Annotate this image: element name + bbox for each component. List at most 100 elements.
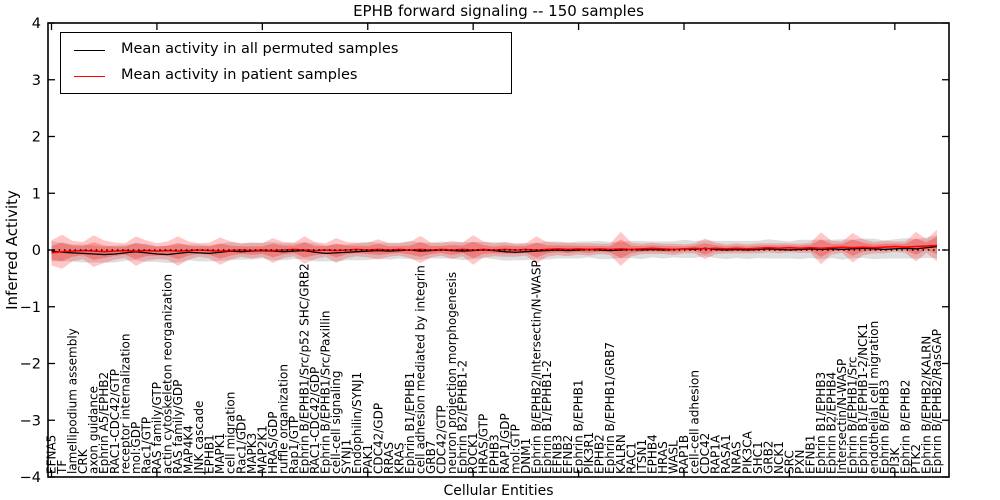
legend-entry-permuted: Mean activity in all permuted samples <box>61 41 511 58</box>
x-tick-label: Ephrin B/EPHB2 <box>898 380 912 474</box>
x-tick-label: Ephrin B/EPHB3 <box>877 380 891 474</box>
x-tick-label: TF <box>55 460 69 475</box>
x-tick-label: SHC1 <box>751 441 765 474</box>
x-tick-label: Ephrin B/EPHB1 <box>572 380 586 474</box>
x-tick-label: NCK1 <box>772 441 786 474</box>
x-tick-label: PXN <box>793 450 807 474</box>
x-tick-label: Ephrin B/EPHB1/Src <box>846 357 860 474</box>
x-tick-label: DNM1 <box>519 438 533 474</box>
x-tick-label: lamellipodium assembly <box>66 328 80 474</box>
x-tick-label: cell-cell signaling <box>329 371 343 475</box>
legend-label: Mean activity in all permuted samples <box>121 41 399 58</box>
x-tick-label: axon guidance <box>87 386 101 474</box>
y-axis-label: Inferred Activity <box>3 190 21 310</box>
x-axis-label: Cellular Entities <box>443 483 554 499</box>
x-tick-label: Ephrin B2/EPHB4 <box>825 372 839 474</box>
x-tick-label: Ephrin B/EPHB1/GRB7 <box>603 342 617 474</box>
x-tick-label: EFNA5 <box>45 435 59 474</box>
x-tick-label: CDC42 <box>698 433 712 474</box>
x-tick-label: ruffle organization <box>276 364 290 474</box>
patient-band-outer <box>51 229 937 269</box>
x-tick-label: Ephrin A5/EPHB2 <box>97 372 111 474</box>
x-tick-label: PAK1 <box>361 444 375 474</box>
x-tick-label: cell migration <box>224 392 238 474</box>
x-tick-label: CRK <box>76 448 90 474</box>
x-tick-label: KALRN <box>614 434 628 474</box>
x-tick-label: RAP1B <box>677 435 691 474</box>
x-tick-label: GRB7 <box>424 440 438 474</box>
x-tick-label: mol:GDP <box>129 422 143 474</box>
patient-band-inner <box>51 236 937 262</box>
x-tick-label: WASL <box>666 440 680 474</box>
x-tick-label: ITSN1 <box>635 439 649 474</box>
y-tick-label: 2 <box>32 130 41 146</box>
black-line-icon <box>74 49 105 51</box>
x-tick-label: EPHB4 <box>645 434 659 474</box>
x-tick-label: RAP1/GDP <box>498 413 512 474</box>
x-tick-label: HRAS/GDP <box>266 411 280 474</box>
x-tick-label: Rap1/GTP <box>287 416 301 474</box>
x-tick-label: HRAS/GTP <box>477 414 491 474</box>
x-tick-label: CDC42/GDP <box>371 403 385 474</box>
x-tick-label: mol:GTP <box>508 424 522 474</box>
x-tick-label: Ephrin B/EPHB1/Src/p52 SHC/GRB2 <box>298 263 312 474</box>
permuted-band <box>51 235 937 264</box>
x-tick-label: EFNB2 <box>561 435 575 474</box>
x-tick-label: Intersectin/N-WASP <box>835 359 849 474</box>
x-tick-label: MAP4K4 <box>182 425 196 474</box>
x-tick-label: EPHB2 <box>593 434 607 474</box>
x-tick-label: PIK3CA <box>740 430 754 474</box>
x-tick-label: endothelial cell migration <box>867 321 881 474</box>
x-tick-label: HRAS <box>656 441 670 474</box>
y-tick-label: 1 <box>32 186 41 202</box>
y-tick-label: −3 <box>20 413 41 429</box>
x-tick-label: Ephrin B/EPHB1/Src/Paxillin <box>319 310 333 474</box>
y-tick-label: −1 <box>20 300 41 316</box>
y-tick-label: 4 <box>32 16 41 32</box>
x-tick-label: Ephrin B/EPHB2/RasGAP <box>930 329 944 474</box>
x-tick-label: Endophilin/SYNJ1 <box>350 372 364 474</box>
x-tick-label: PIK3R1 <box>582 432 596 474</box>
x-tick-label: Ephrin B1/EPHB1-2 <box>540 360 554 474</box>
x-tick-label: KRAS <box>392 442 406 474</box>
legend-entry-patient: Mean activity in patient samples <box>61 67 511 84</box>
x-tick-label: receptor internalization <box>118 334 132 474</box>
x-tick-label: neuron projection morphogenesis <box>445 272 459 474</box>
x-tick-label: RAS family/GDP <box>171 380 185 474</box>
x-tick-label: SRC <box>782 450 796 474</box>
x-tick-label: EPHB3 <box>487 434 501 474</box>
x-tick-label: Ephrin B1/EPHB3 <box>814 372 828 474</box>
x-tick-label: RAS family/GTP <box>150 382 164 474</box>
x-tick-label: Ephrin B2/EPHB1-2 <box>456 360 470 474</box>
x-tick-label: Ephrin B1/EPHB1 <box>403 372 417 474</box>
y-tick-label: −2 <box>20 357 41 373</box>
x-tick-label: cell-cell adhesion <box>688 370 702 474</box>
x-tick-label: Ephrin B/EPHB2/Intersectin/N-WASP <box>529 260 543 474</box>
x-tick-label: ROCK1 <box>466 432 480 474</box>
legend-label: Mean activity in patient samples <box>121 67 358 84</box>
x-tick-label: RAC1-CDC42/GTP <box>108 369 122 474</box>
x-tick-label: GRB2 <box>761 440 775 474</box>
chart-title: EPHB forward signaling -- 150 samples <box>353 2 644 20</box>
x-tick-label: Ephrin B1/EPHB1-2/NCK1 <box>856 323 870 474</box>
x-tick-label: PTK2 <box>909 444 923 474</box>
x-tick-label: RAC1 <box>624 442 638 474</box>
y-tick-label: 3 <box>32 73 41 89</box>
red-line-icon <box>74 75 105 77</box>
x-tick-label: SYNJ1 <box>340 439 354 474</box>
x-tick-label: EPHB1 <box>203 434 217 474</box>
x-tick-label: MAP2K1 <box>255 425 269 474</box>
x-tick-label: NRAS <box>730 441 744 474</box>
y-tick-label: 0 <box>32 243 41 259</box>
x-tick-label: MAPK1 <box>213 433 227 474</box>
x-tick-label: PI3K <box>888 447 902 474</box>
x-tick-label: CDC42/GTP <box>435 405 449 474</box>
x-tick-label: Ephrin B/EPHB2/KALRN <box>919 336 933 474</box>
x-tick-label: RRAS <box>382 442 396 474</box>
x-tick-label: EFNB3 <box>551 435 565 474</box>
x-tick-label: Rac1/GTP <box>139 417 153 474</box>
x-tick-label: RAP1A <box>709 434 723 474</box>
x-tick-label: Rac1/GDP <box>234 415 248 474</box>
